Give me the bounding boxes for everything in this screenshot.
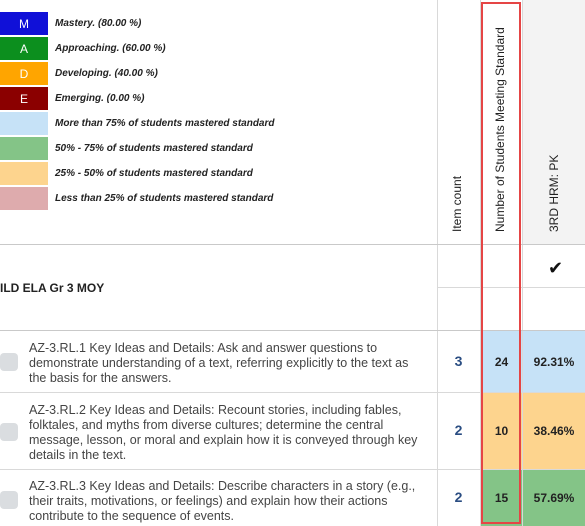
legend-label: More than 75% of students mastered stand… xyxy=(55,118,275,129)
legend-swatch: A xyxy=(0,37,48,60)
students-meeting-cell: 24 xyxy=(481,331,522,392)
legend-swatch xyxy=(0,112,48,135)
row-checkbox[interactable] xyxy=(0,491,18,509)
legend-swatch: M xyxy=(0,12,48,35)
legend-label: Emerging. (0.00 %) xyxy=(55,93,145,104)
percent-cell: 38.46% xyxy=(523,393,585,469)
percent-cell: 57.69% xyxy=(523,470,585,526)
class-column-header-bg xyxy=(523,0,585,244)
standard-description: AZ-3.RL.2 Key Ideas and Details: Recount… xyxy=(29,403,418,462)
divider xyxy=(0,330,585,331)
divider xyxy=(0,392,585,393)
legend-label: Approaching. (60.00 %) xyxy=(55,43,166,54)
legend-item: 50% - 75% of students mastered standard xyxy=(0,137,253,160)
divider xyxy=(480,0,481,526)
divider xyxy=(437,0,438,526)
item-count-link[interactable]: 2 xyxy=(454,489,463,505)
divider xyxy=(522,0,523,526)
checkmark-icon[interactable]: ✔ xyxy=(548,258,564,278)
divider xyxy=(0,244,585,245)
divider xyxy=(0,469,585,470)
legend-label: Developing. (40.00 %) xyxy=(55,68,158,79)
legend-swatch xyxy=(0,162,48,185)
legend-swatch xyxy=(0,137,48,160)
row-checkbox[interactable] xyxy=(0,353,18,371)
percent-cell: 92.31% xyxy=(523,331,585,392)
legend-item: 25% - 50% of students mastered standard xyxy=(0,162,253,185)
assessment-title: ILD ELA Gr 3 MOY xyxy=(0,281,105,295)
header-students-meeting-standard[interactable]: Number of Students Meeting Standard xyxy=(493,27,507,232)
standard-description: AZ-3.RL.1 Key Ideas and Details: Ask and… xyxy=(29,341,409,385)
legend-label: 25% - 50% of students mastered standard xyxy=(55,168,253,179)
legend-swatch xyxy=(0,187,48,210)
legend-label: Mastery. (80.00 %) xyxy=(55,18,142,29)
header-class-3rd-hrm-pk[interactable]: 3RD HRM: PK xyxy=(547,154,561,232)
header-item-count[interactable]: Item count xyxy=(450,175,464,232)
legend-item: A Approaching. (60.00 %) xyxy=(0,37,166,60)
legend-item: More than 75% of students mastered stand… xyxy=(0,112,275,135)
legend-swatch: E xyxy=(0,87,48,110)
legend-label: 50% - 75% of students mastered standard xyxy=(55,143,253,154)
divider xyxy=(437,287,585,288)
item-count-link[interactable]: 2 xyxy=(454,422,463,438)
students-meeting-cell: 15 xyxy=(481,470,522,526)
row-checkbox[interactable] xyxy=(0,423,18,441)
legend-item: M Mastery. (80.00 %) xyxy=(0,12,141,35)
item-count-link[interactable]: 3 xyxy=(454,352,463,369)
legend-item: D Developing. (40.00 %) xyxy=(0,62,158,85)
legend-item: Less than 25% of students mastered stand… xyxy=(0,187,273,210)
students-meeting-cell: 10 xyxy=(481,393,522,469)
legend-swatch: D xyxy=(0,62,48,85)
standard-description: AZ-3.RL.3 Key Ideas and Details: Describ… xyxy=(29,479,416,523)
legend-label: Less than 25% of students mastered stand… xyxy=(55,193,274,204)
legend-item: E Emerging. (0.00 %) xyxy=(0,87,144,110)
